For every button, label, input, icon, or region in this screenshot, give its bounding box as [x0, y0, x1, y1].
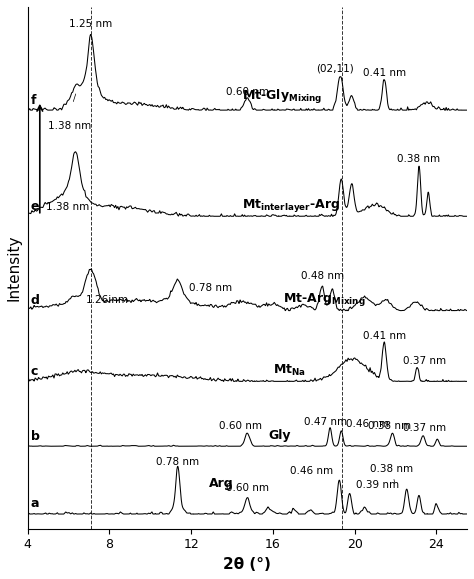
- Text: f: f: [30, 94, 36, 107]
- Text: Gly: Gly: [269, 428, 291, 442]
- Text: Mt$_{\mathregular{interlayer}}$-Arg: Mt$_{\mathregular{interlayer}}$-Arg: [242, 196, 340, 214]
- Text: 0.48 nm: 0.48 nm: [301, 271, 345, 281]
- Text: 1.26inm: 1.26inm: [86, 295, 129, 305]
- Text: 1.25 nm: 1.25 nm: [69, 19, 112, 29]
- Text: 0.41 nm: 0.41 nm: [363, 331, 406, 341]
- Text: 0.60 nm: 0.60 nm: [226, 483, 269, 493]
- Text: 0.37 nm: 0.37 nm: [402, 423, 446, 433]
- Text: 0.78 nm: 0.78 nm: [189, 283, 232, 293]
- Text: b: b: [30, 430, 39, 443]
- X-axis label: 2θ (°): 2θ (°): [223, 557, 271, 572]
- Text: Mt-Gly$_{\mathregular{Mixing}}$: Mt-Gly$_{\mathregular{Mixing}}$: [242, 87, 323, 105]
- Text: 0.38 nm: 0.38 nm: [397, 155, 440, 164]
- Text: (02,11): (02,11): [316, 64, 354, 74]
- Text: 0.46 nm: 0.46 nm: [290, 466, 333, 477]
- Text: e: e: [30, 200, 39, 212]
- Text: 0.47 nm: 0.47 nm: [304, 417, 347, 427]
- Text: 0.60 nm: 0.60 nm: [219, 422, 262, 431]
- Text: 1.38 nm: 1.38 nm: [48, 121, 91, 131]
- Text: 0.39 nm: 0.39 nm: [356, 481, 399, 490]
- Text: 0.38 nm: 0.38 nm: [368, 422, 411, 431]
- Text: c: c: [30, 365, 38, 378]
- Y-axis label: Intensity: Intensity: [7, 234, 22, 301]
- Text: a: a: [30, 497, 39, 511]
- Text: Mt$_{\mathregular{Na}}$: Mt$_{\mathregular{Na}}$: [273, 363, 306, 379]
- Text: Arg: Arg: [210, 477, 234, 490]
- Text: 0.46 nm: 0.46 nm: [346, 419, 390, 428]
- Text: d: d: [30, 294, 39, 307]
- Text: 0.78 nm: 0.78 nm: [156, 457, 200, 467]
- Text: Mt-Arg$_{\mathregular{Mixing}}$: Mt-Arg$_{\mathregular{Mixing}}$: [283, 291, 365, 308]
- Text: 0.38 nm: 0.38 nm: [370, 464, 413, 483]
- Text: 1.38 nm: 1.38 nm: [46, 201, 89, 211]
- Text: 0.41 nm: 0.41 nm: [363, 68, 406, 78]
- Text: 0.60 nm: 0.60 nm: [226, 87, 269, 97]
- Text: 0.37 nm: 0.37 nm: [402, 356, 446, 366]
